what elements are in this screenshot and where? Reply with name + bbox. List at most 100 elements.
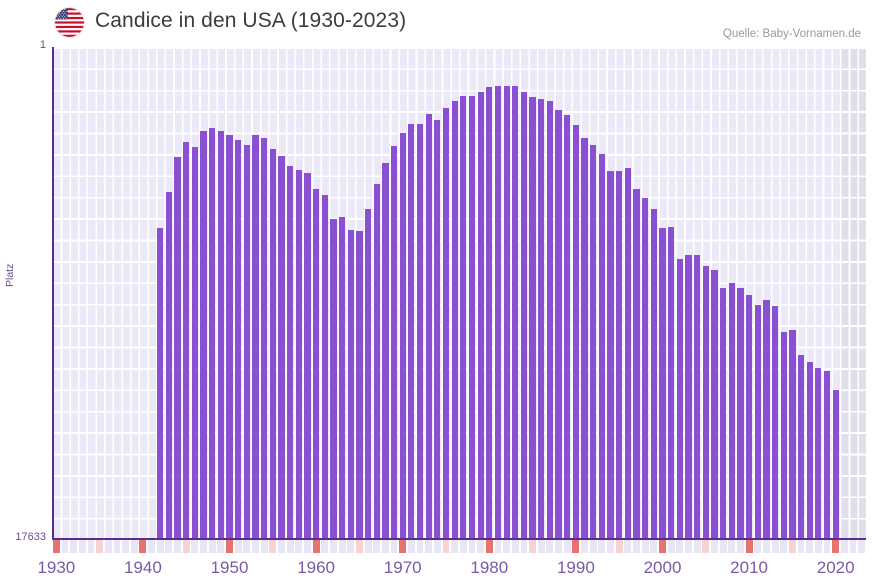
bar[interactable] [520, 91, 528, 539]
year-marker[interactable] [295, 540, 303, 553]
bar[interactable] [451, 101, 458, 539]
bar[interactable] [728, 282, 735, 539]
bar[interactable] [468, 95, 476, 539]
year-marker[interactable] [96, 540, 104, 553]
year-marker[interactable] [321, 540, 329, 553]
year-marker[interactable] [61, 540, 69, 553]
year-marker[interactable] [503, 540, 511, 553]
year-marker[interactable] [217, 540, 225, 553]
year-marker[interactable] [338, 540, 346, 553]
year-marker[interactable] [104, 540, 112, 553]
year-marker[interactable] [312, 540, 320, 553]
year-marker[interactable] [381, 540, 389, 553]
year-marker[interactable] [269, 540, 277, 553]
year-marker[interactable] [330, 540, 337, 553]
bar[interactable] [243, 144, 250, 539]
bar[interactable] [685, 254, 692, 539]
year-marker[interactable] [468, 540, 476, 553]
bar[interactable] [598, 154, 605, 539]
year-marker[interactable] [555, 540, 562, 553]
bar[interactable] [364, 208, 372, 539]
bar[interactable] [650, 208, 657, 539]
bar[interactable] [338, 217, 346, 539]
bar[interactable] [624, 168, 631, 539]
bar[interactable] [572, 125, 580, 539]
year-marker[interactable] [208, 540, 216, 553]
year-marker[interactable] [529, 540, 537, 553]
bar[interactable] [529, 97, 536, 539]
year-marker[interactable] [200, 540, 207, 553]
year-marker[interactable] [737, 540, 744, 553]
year-marker[interactable] [459, 540, 467, 553]
bar[interactable] [477, 91, 484, 539]
year-marker[interactable] [520, 540, 528, 553]
year-marker[interactable] [442, 540, 450, 553]
year-marker[interactable] [788, 540, 796, 553]
bar[interactable] [442, 108, 450, 539]
bar[interactable] [416, 123, 424, 539]
bar[interactable] [321, 194, 328, 539]
year-marker[interactable] [407, 540, 415, 553]
year-marker[interactable] [771, 540, 779, 553]
bar[interactable] [590, 144, 597, 539]
year-marker[interactable] [373, 540, 381, 553]
year-marker[interactable] [226, 540, 233, 553]
bar[interactable] [183, 141, 190, 539]
year-marker[interactable] [148, 540, 155, 553]
bar[interactable] [806, 362, 813, 539]
year-marker[interactable] [667, 540, 675, 553]
year-marker[interactable] [537, 540, 545, 553]
year-marker[interactable] [355, 540, 363, 553]
year-marker[interactable] [122, 540, 130, 553]
bar[interactable] [702, 266, 709, 539]
year-marker[interactable] [840, 540, 848, 553]
year-marker[interactable] [615, 540, 623, 553]
year-marker[interactable] [174, 540, 181, 553]
bar[interactable] [546, 101, 554, 539]
year-marker[interactable] [849, 540, 857, 553]
bar[interactable] [356, 231, 363, 539]
year-marker[interactable] [191, 540, 199, 553]
year-marker[interactable] [494, 540, 502, 553]
year-marker[interactable] [416, 540, 424, 553]
year-marker[interactable] [347, 540, 355, 553]
bar[interactable] [676, 259, 683, 539]
year-marker[interactable] [399, 540, 407, 553]
bar[interactable] [719, 288, 727, 539]
year-marker[interactable] [641, 540, 649, 553]
year-marker[interactable] [685, 540, 692, 553]
year-marker[interactable] [182, 540, 190, 553]
year-marker[interactable] [581, 540, 588, 553]
year-marker[interactable] [832, 540, 840, 553]
bar[interactable] [373, 183, 380, 539]
year-marker[interactable] [156, 540, 164, 553]
year-marker[interactable] [624, 540, 632, 553]
year-marker[interactable] [702, 540, 710, 553]
bar[interactable] [191, 147, 198, 539]
bar[interactable] [174, 157, 181, 539]
bar[interactable] [607, 171, 614, 539]
bar[interactable] [209, 127, 216, 539]
year-marker[interactable] [659, 540, 666, 553]
bar[interactable] [538, 98, 545, 539]
bar[interactable] [295, 169, 302, 539]
bar[interactable] [235, 140, 242, 539]
year-marker[interactable] [260, 540, 268, 553]
bar[interactable] [390, 146, 398, 539]
year-marker[interactable] [546, 540, 554, 553]
year-marker[interactable] [797, 540, 805, 553]
bar[interactable] [252, 134, 259, 539]
bar[interactable] [642, 197, 649, 539]
year-marker[interactable] [278, 540, 285, 553]
bar[interactable] [564, 115, 571, 539]
year-marker[interactable] [650, 540, 658, 553]
bar[interactable] [261, 137, 268, 539]
bar[interactable] [789, 330, 796, 539]
bar[interactable] [512, 86, 519, 539]
year-marker[interactable] [572, 540, 580, 553]
bar[interactable] [694, 254, 701, 539]
year-marker[interactable] [304, 540, 311, 553]
bar[interactable] [330, 218, 337, 539]
year-marker[interactable] [165, 540, 173, 553]
year-marker[interactable] [858, 540, 866, 553]
